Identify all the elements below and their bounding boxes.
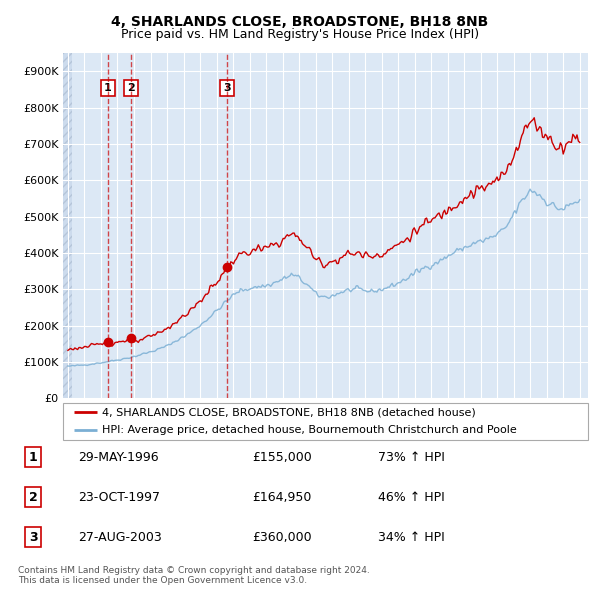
Text: 2: 2: [127, 83, 135, 93]
Text: HPI: Average price, detached house, Bournemouth Christchurch and Poole: HPI: Average price, detached house, Bour…: [103, 425, 517, 435]
Text: 73% ↑ HPI: 73% ↑ HPI: [378, 451, 445, 464]
Text: £155,000: £155,000: [252, 451, 312, 464]
Text: 4, SHARLANDS CLOSE, BROADSTONE, BH18 8NB (detached house): 4, SHARLANDS CLOSE, BROADSTONE, BH18 8NB…: [103, 407, 476, 417]
Text: Price paid vs. HM Land Registry's House Price Index (HPI): Price paid vs. HM Land Registry's House …: [121, 28, 479, 41]
FancyBboxPatch shape: [63, 403, 588, 440]
Text: 3: 3: [223, 83, 231, 93]
Text: £164,950: £164,950: [252, 491, 311, 504]
Text: 27-AUG-2003: 27-AUG-2003: [78, 531, 162, 544]
Text: 3: 3: [29, 531, 37, 544]
Text: 1: 1: [29, 451, 37, 464]
Text: 23-OCT-1997: 23-OCT-1997: [78, 491, 160, 504]
Text: 1: 1: [104, 83, 112, 93]
Text: 2: 2: [29, 491, 37, 504]
Text: £360,000: £360,000: [252, 531, 311, 544]
Bar: [63, 53, 72, 398]
Text: 34% ↑ HPI: 34% ↑ HPI: [378, 531, 445, 544]
Text: 46% ↑ HPI: 46% ↑ HPI: [378, 491, 445, 504]
Text: 29-MAY-1996: 29-MAY-1996: [78, 451, 158, 464]
Text: 4, SHARLANDS CLOSE, BROADSTONE, BH18 8NB: 4, SHARLANDS CLOSE, BROADSTONE, BH18 8NB: [112, 15, 488, 30]
Text: Contains HM Land Registry data © Crown copyright and database right 2024.
This d: Contains HM Land Registry data © Crown c…: [18, 566, 370, 585]
